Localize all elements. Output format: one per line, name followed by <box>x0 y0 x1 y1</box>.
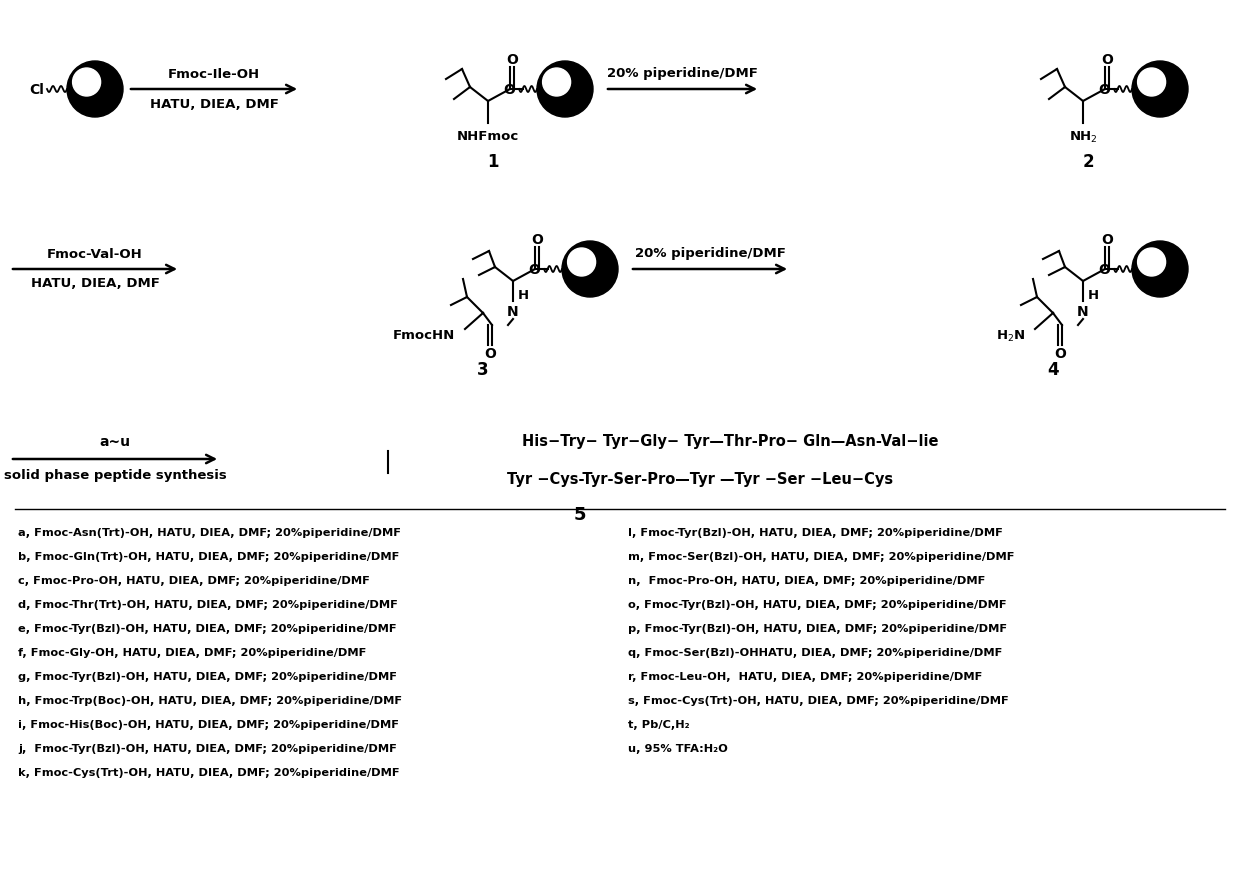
Text: HATU, DIEA, DMF: HATU, DIEA, DMF <box>150 97 279 110</box>
Text: O: O <box>528 262 539 276</box>
Text: m, Fmoc-Ser(Bzl)-OH, HATU, DIEA, DMF; 20%piperidine/DMF: m, Fmoc-Ser(Bzl)-OH, HATU, DIEA, DMF; 20… <box>627 551 1014 561</box>
Text: O: O <box>531 233 543 247</box>
Text: Fmoc-Val-OH: Fmoc-Val-OH <box>47 247 143 260</box>
Text: i, Fmoc-His(Boc)-OH, HATU, DIEA, DMF; 20%piperidine/DMF: i, Fmoc-His(Boc)-OH, HATU, DIEA, DMF; 20… <box>19 720 399 729</box>
Text: 20% piperidine/DMF: 20% piperidine/DMF <box>635 247 785 260</box>
Ellipse shape <box>568 249 595 276</box>
Circle shape <box>537 62 593 118</box>
Text: 20% piperidine/DMF: 20% piperidine/DMF <box>606 68 758 81</box>
Text: His−Try− Tyr−Gly− Tyr—Thr-Pro− Gln—Asn-Val−lie: His−Try− Tyr−Gly− Tyr—Thr-Pro− Gln—Asn-V… <box>522 434 939 449</box>
Text: Fmoc-Ile-OH: Fmoc-Ile-OH <box>167 68 260 81</box>
Text: O: O <box>506 53 518 67</box>
Ellipse shape <box>543 69 570 96</box>
Text: NH$_2$: NH$_2$ <box>1069 129 1097 144</box>
Text: O: O <box>1099 83 1110 96</box>
Text: O: O <box>484 347 496 361</box>
Text: H: H <box>517 289 528 302</box>
Ellipse shape <box>1137 69 1166 96</box>
Circle shape <box>1132 62 1188 118</box>
Text: HATU, DIEA, DMF: HATU, DIEA, DMF <box>31 277 160 290</box>
Text: Tyr −Cys-Tyr-Ser-Pro—Tyr —Tyr −Ser −Leu−Cys: Tyr −Cys-Tyr-Ser-Pro—Tyr —Tyr −Ser −Leu−… <box>507 472 893 487</box>
Text: 3: 3 <box>477 361 489 379</box>
Text: o, Fmoc-Tyr(Bzl)-OH, HATU, DIEA, DMF; 20%piperidine/DMF: o, Fmoc-Tyr(Bzl)-OH, HATU, DIEA, DMF; 20… <box>627 600 1007 609</box>
Text: O: O <box>1054 347 1066 361</box>
Text: H: H <box>1087 289 1099 302</box>
Text: l, Fmoc-Tyr(Bzl)-OH, HATU, DIEA, DMF; 20%piperidine/DMF: l, Fmoc-Tyr(Bzl)-OH, HATU, DIEA, DMF; 20… <box>627 527 1003 537</box>
Text: O: O <box>503 83 515 96</box>
Ellipse shape <box>73 69 100 96</box>
Text: solid phase peptide synthesis: solid phase peptide synthesis <box>4 469 227 482</box>
Text: O: O <box>1101 53 1114 67</box>
Text: c, Fmoc-Pro-OH, HATU, DIEA, DMF; 20%piperidine/DMF: c, Fmoc-Pro-OH, HATU, DIEA, DMF; 20%pipe… <box>19 575 370 586</box>
Text: b, Fmoc-Gln(Trt)-OH, HATU, DIEA, DMF; 20%piperidine/DMF: b, Fmoc-Gln(Trt)-OH, HATU, DIEA, DMF; 20… <box>19 551 399 561</box>
Text: d, Fmoc-Thr(Trt)-OH, HATU, DIEA, DMF; 20%piperidine/DMF: d, Fmoc-Thr(Trt)-OH, HATU, DIEA, DMF; 20… <box>19 600 398 609</box>
Text: t, Pb/C,H₂: t, Pb/C,H₂ <box>627 720 689 729</box>
Text: f, Fmoc-Gly-OH, HATU, DIEA, DMF; 20%piperidine/DMF: f, Fmoc-Gly-OH, HATU, DIEA, DMF; 20%pipe… <box>19 647 366 657</box>
Text: q, Fmoc-Ser(Bzl)-OHHATU, DIEA, DMF; 20%piperidine/DMF: q, Fmoc-Ser(Bzl)-OHHATU, DIEA, DMF; 20%p… <box>627 647 1002 657</box>
Text: 4: 4 <box>1048 361 1059 379</box>
Text: H$_2$N: H$_2$N <box>996 328 1025 343</box>
Text: e, Fmoc-Tyr(Bzl)-OH, HATU, DIEA, DMF; 20%piperidine/DMF: e, Fmoc-Tyr(Bzl)-OH, HATU, DIEA, DMF; 20… <box>19 623 397 634</box>
Text: NHFmoc: NHFmoc <box>456 130 520 143</box>
Text: u, 95% TFA:H₂O: u, 95% TFA:H₂O <box>627 743 728 753</box>
Text: N: N <box>507 305 518 319</box>
Text: a, Fmoc-Asn(Trt)-OH, HATU, DIEA, DMF; 20%piperidine/DMF: a, Fmoc-Asn(Trt)-OH, HATU, DIEA, DMF; 20… <box>19 527 401 537</box>
Text: n,  Fmoc-Pro-OH, HATU, DIEA, DMF; 20%piperidine/DMF: n, Fmoc-Pro-OH, HATU, DIEA, DMF; 20%pipe… <box>627 575 986 586</box>
Text: FmocHN: FmocHN <box>393 329 455 342</box>
Text: 5: 5 <box>574 506 587 523</box>
Circle shape <box>1132 242 1188 298</box>
Text: Cl: Cl <box>29 83 43 96</box>
Text: s, Fmoc-Cys(Trt)-OH, HATU, DIEA, DMF; 20%piperidine/DMF: s, Fmoc-Cys(Trt)-OH, HATU, DIEA, DMF; 20… <box>627 695 1009 705</box>
Text: 2: 2 <box>1083 153 1094 171</box>
Circle shape <box>67 62 123 118</box>
Text: 1: 1 <box>487 153 498 171</box>
Text: N: N <box>1078 305 1089 319</box>
Text: g, Fmoc-Tyr(Bzl)-OH, HATU, DIEA, DMF; 20%piperidine/DMF: g, Fmoc-Tyr(Bzl)-OH, HATU, DIEA, DMF; 20… <box>19 671 397 681</box>
Text: j,  Fmoc-Tyr(Bzl)-OH, HATU, DIEA, DMF; 20%piperidine/DMF: j, Fmoc-Tyr(Bzl)-OH, HATU, DIEA, DMF; 20… <box>19 743 397 753</box>
Text: a~u: a~u <box>99 434 130 448</box>
Text: h, Fmoc-Trp(Boc)-OH, HATU, DIEA, DMF; 20%piperidine/DMF: h, Fmoc-Trp(Boc)-OH, HATU, DIEA, DMF; 20… <box>19 695 402 705</box>
Text: O: O <box>1099 262 1110 276</box>
Text: r, Fmoc-Leu-OH,  HATU, DIEA, DMF; 20%piperidine/DMF: r, Fmoc-Leu-OH, HATU, DIEA, DMF; 20%pipe… <box>627 671 982 681</box>
Text: p, Fmoc-Tyr(Bzl)-OH, HATU, DIEA, DMF; 20%piperidine/DMF: p, Fmoc-Tyr(Bzl)-OH, HATU, DIEA, DMF; 20… <box>627 623 1007 634</box>
Text: O: O <box>1101 233 1114 247</box>
Text: k, Fmoc-Cys(Trt)-OH, HATU, DIEA, DMF; 20%piperidine/DMF: k, Fmoc-Cys(Trt)-OH, HATU, DIEA, DMF; 20… <box>19 767 399 777</box>
Circle shape <box>562 242 618 298</box>
Ellipse shape <box>1137 249 1166 276</box>
